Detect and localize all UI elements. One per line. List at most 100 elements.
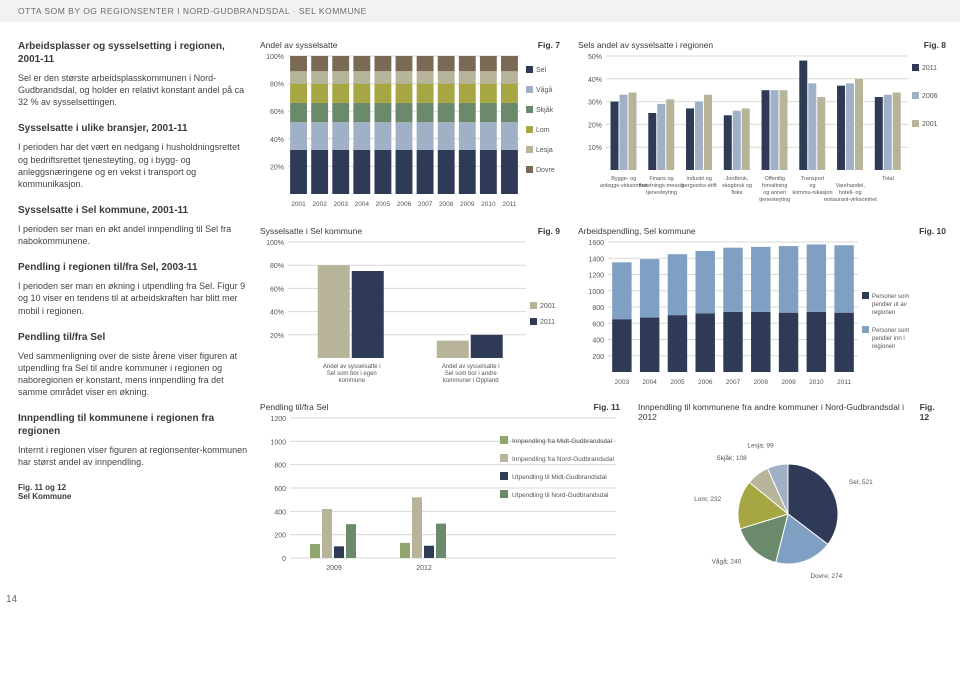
svg-text:Sel: Sel [536, 67, 547, 74]
section-para: Sel er den største arbeidsplasskommunen … [18, 72, 248, 108]
svg-text:30%: 30% [588, 100, 602, 107]
svg-text:40%: 40% [270, 137, 284, 144]
svg-text:200: 200 [274, 533, 286, 540]
svg-text:60%: 60% [270, 286, 284, 293]
section-heading: Arbeidsplasser og sysselsetting i region… [18, 40, 248, 66]
svg-text:1000: 1000 [588, 289, 604, 296]
section-para: Internt i regionen viser figuren at regi… [18, 444, 248, 468]
svg-text:Lom: Lom [536, 127, 550, 134]
svg-text:tjenesteyting: tjenesteyting [759, 197, 790, 203]
chart-title: Arbeidspendling, Sel kommune [578, 226, 696, 236]
svg-text:Sel som bor i egen: Sel som bor i egen [327, 371, 377, 377]
svg-text:2001: 2001 [922, 121, 938, 128]
svg-text:Finans og: Finans og [649, 176, 673, 182]
svg-text:2005: 2005 [376, 201, 391, 208]
svg-text:2009: 2009 [326, 565, 342, 572]
svg-text:1400: 1400 [588, 256, 604, 263]
svg-text:Transport: Transport [801, 176, 825, 182]
fig11-chart: Pendling til/fra SelFig. 11 020040060080… [260, 402, 620, 586]
svg-text:kommune: kommune [339, 378, 366, 384]
chart-row: Sysselsatte i Sel kommuneFig. 9 20%40%60… [260, 226, 946, 390]
svg-text:2001: 2001 [291, 201, 306, 208]
svg-text:Jordbruk,: Jordbruk, [726, 176, 749, 182]
chart-title: Andel av sysselsatte [260, 40, 337, 50]
svg-text:industri og: industri og [687, 176, 712, 182]
svg-text:2005: 2005 [670, 379, 685, 386]
svg-text:Personer som: Personer som [872, 328, 909, 334]
page-header: OTTA SOM BY OG REGIONSENTER I NORD-GUDBR… [0, 0, 960, 22]
svg-text:10%: 10% [588, 145, 602, 152]
svg-text:Skjåk: Skjåk [536, 106, 554, 114]
figure-note: Fig. 11 og 12 Sel Kommune [18, 483, 248, 501]
svg-text:Dovre; 274: Dovre; 274 [810, 573, 842, 580]
svg-text:2008: 2008 [754, 379, 769, 386]
svg-text:pendler inn i: pendler inn i [872, 336, 905, 342]
svg-text:Sel som bor i andre: Sel som bor i andre [445, 371, 498, 377]
svg-text:fiske: fiske [731, 190, 742, 196]
fig7-chart: Andel av sysselsatteFig. 7 20%40%60%80%1… [260, 40, 560, 214]
svg-text:Lesja; 99: Lesja; 99 [747, 443, 774, 450]
svg-text:Total: Total [882, 176, 894, 182]
svg-text:100%: 100% [266, 54, 284, 61]
svg-text:2011: 2011 [502, 201, 516, 208]
svg-text:40%: 40% [270, 310, 284, 317]
svg-text:forvaltning: forvaltning [762, 183, 787, 189]
section-para: Ved sammenligning over de siste årene vi… [18, 350, 248, 399]
chart-title: Sysselsatte i Sel kommune [260, 226, 362, 236]
figure-number: Fig. 9 [538, 226, 560, 236]
fig12-chart: Innpendling til kommunene fra andre komm… [638, 402, 946, 586]
svg-text:Lom; 232: Lom; 232 [694, 496, 721, 503]
svg-text:40%: 40% [588, 77, 602, 84]
svg-text:2008: 2008 [439, 201, 454, 208]
svg-text:og annen: og annen [763, 190, 786, 196]
svg-text:800: 800 [274, 463, 286, 470]
svg-text:2003: 2003 [333, 201, 348, 208]
section-heading: Sysselsatte i ulike bransjer, 2001-11 [18, 122, 248, 135]
svg-text:Sel; 521: Sel; 521 [849, 479, 873, 486]
svg-text:60%: 60% [270, 109, 284, 116]
svg-text:2010: 2010 [809, 379, 824, 386]
svg-text:2006: 2006 [397, 201, 412, 208]
svg-text:regionen: regionen [872, 344, 895, 350]
page-body: Arbeidsplasser og sysselsetting i region… [0, 22, 960, 594]
fig8-chart: Sels andel av sysselsatte i regionenFig.… [578, 40, 946, 214]
svg-text:2004: 2004 [642, 379, 657, 386]
figure-number: Fig. 12 [920, 402, 946, 422]
svg-text:tjenesteyting: tjenesteyting [646, 190, 677, 196]
charts-column: Andel av sysselsatteFig. 7 20%40%60%80%1… [260, 40, 946, 586]
section-para: I perioden ser man en økning i utpendlin… [18, 280, 248, 316]
svg-text:Vågå; 240: Vågå; 240 [712, 557, 742, 565]
svg-text:kommu-nikasjon: kommu-nikasjon [792, 190, 832, 196]
svg-text:bergverks-drift: bergverks-drift [682, 183, 718, 189]
svg-text:2011: 2011 [922, 65, 937, 72]
svg-text:2006: 2006 [922, 93, 938, 100]
svg-text:hotell- og: hotell- og [839, 190, 862, 196]
section-para: I perioden har det vært en nedgang i hus… [18, 141, 248, 190]
svg-text:2010: 2010 [481, 201, 496, 208]
svg-text:2007: 2007 [418, 201, 433, 208]
fig10-chart: Arbeidspendling, Sel kommuneFig. 10 2004… [578, 226, 946, 390]
section-heading: Innpendling til kommunene i regionen fra… [18, 412, 248, 438]
section-heading: Sysselsatte i Sel kommune, 2001-11 [18, 204, 248, 217]
section-para: I perioden ser man en økt andel innpendl… [18, 223, 248, 247]
chart-title: Pendling til/fra Sel [260, 402, 329, 412]
svg-text:Innpendling fra Nord-Gudbrands: Innpendling fra Nord-Gudbrandsdal [512, 456, 614, 463]
svg-text:2011: 2011 [540, 319, 555, 326]
chart-row: Pendling til/fra SelFig. 11 020040060080… [260, 402, 946, 586]
chart-row: Andel av sysselsatteFig. 7 20%40%60%80%1… [260, 40, 946, 214]
svg-text:400: 400 [274, 509, 286, 516]
svg-text:Innpendling fra Midt-Gudbrands: Innpendling fra Midt-Gudbrandsdal [512, 438, 613, 445]
svg-text:1200: 1200 [270, 416, 286, 423]
svg-text:2004: 2004 [355, 201, 370, 208]
svg-text:2009: 2009 [781, 379, 796, 386]
svg-text:Andel av sysselsatte i: Andel av sysselsatte i [442, 364, 500, 370]
svg-text:100%: 100% [266, 240, 284, 247]
svg-text:200: 200 [592, 354, 604, 361]
svg-text:2001: 2001 [540, 303, 556, 310]
svg-text:Andel av sysselsatte i: Andel av sysselsatte i [323, 364, 381, 370]
svg-text:0: 0 [282, 556, 286, 563]
svg-text:Varehandel,: Varehandel, [836, 183, 866, 189]
figure-number: Fig. 7 [538, 40, 560, 50]
svg-text:Offentlig: Offentlig [765, 176, 785, 182]
svg-text:Personer som: Personer som [872, 294, 909, 300]
